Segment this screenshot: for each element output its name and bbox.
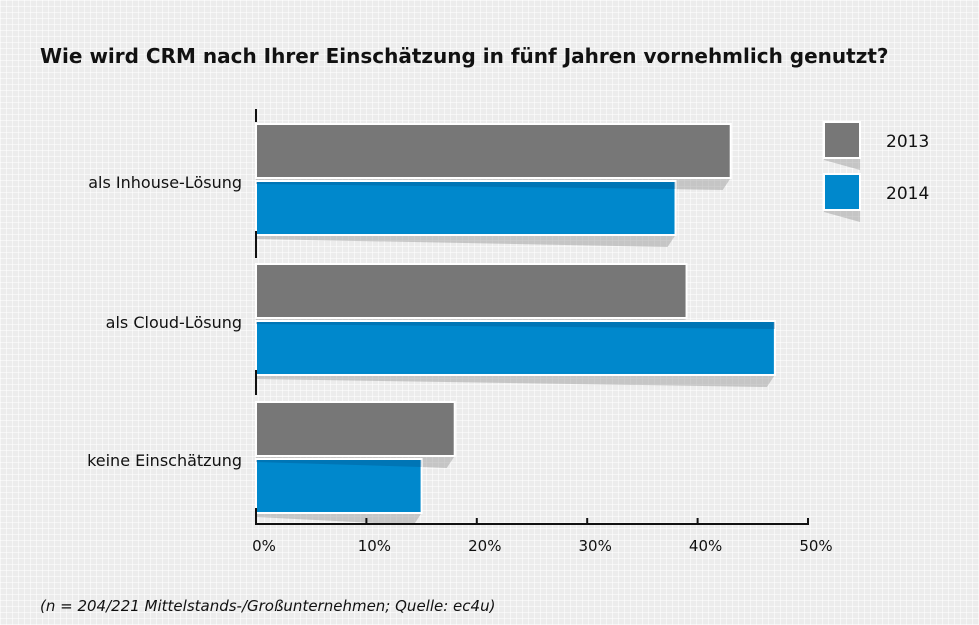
bar-2013-0	[255, 123, 732, 179]
footnote: (n = 204/221 Mittelstands-/Großunternehm…	[40, 597, 495, 615]
bar-highlight-2014-2	[256, 460, 422, 467]
bar-2014-2	[255, 458, 423, 514]
bar-2013-2	[255, 401, 456, 457]
bar-shadow-2014-1	[256, 375, 775, 387]
tick-labels: 0% 10% 20% 30% 40% 50%	[252, 537, 833, 555]
category-label-1: als Cloud-Lösung	[106, 313, 242, 332]
category-label-0: als Inhouse-Lösung	[88, 173, 242, 192]
x-tick-label-4: 40%	[689, 537, 722, 555]
legend-label-2014: 2014	[886, 184, 929, 204]
x-tick-label-3: 30%	[579, 537, 612, 555]
bar-highlight-2014-1	[256, 322, 775, 329]
legend-swatch-2013	[823, 121, 861, 159]
bar-highlight-2014-0	[256, 182, 676, 189]
x-tick-label-1: 10%	[358, 537, 391, 555]
bars	[255, 123, 776, 514]
legend-swatch-2014	[823, 173, 861, 211]
legend-label-2013: 2013	[886, 132, 929, 152]
bar-2014-0	[255, 180, 677, 236]
legend-swatch-shadow-2013	[824, 158, 860, 170]
bar-shadow-2014-2	[256, 513, 422, 525]
category-label-2: keine Einschätzung	[87, 451, 242, 470]
bar-2014-1	[255, 320, 776, 376]
category-labels: als Inhouse-Lösung als Cloud-Lösung keine …	[87, 173, 242, 470]
bar-shadow-2014-0	[256, 235, 676, 247]
x-tick-label-5: 50%	[799, 537, 832, 555]
chart-title: Wie wird CRM nach Ihrer Einschätzung in …	[40, 44, 889, 68]
bar-2013-1	[255, 263, 688, 319]
x-tick-label-0: 0%	[252, 537, 276, 555]
x-tick-label-2: 20%	[468, 537, 501, 555]
legend-swatch-shadow-2014	[824, 210, 860, 222]
axes	[255, 109, 809, 525]
legend: 2013 2014	[823, 121, 929, 222]
